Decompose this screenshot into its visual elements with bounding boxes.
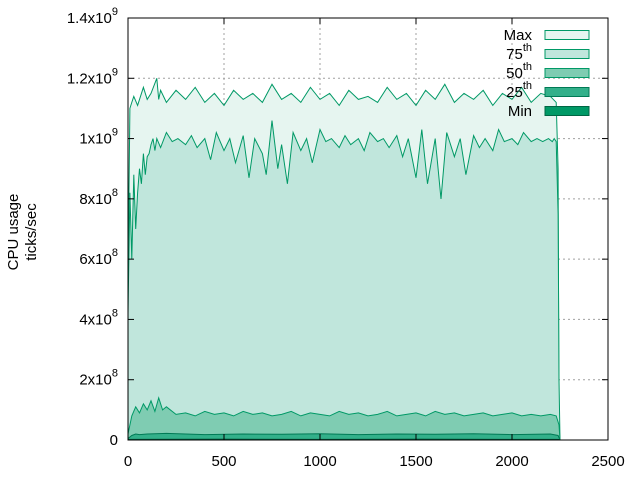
x-tick-label: 500 bbox=[211, 453, 236, 470]
legend-label: Min bbox=[508, 103, 532, 120]
line-25 bbox=[127, 432, 561, 441]
legend-swatch bbox=[544, 68, 590, 78]
y-label-line: CPU usage bbox=[5, 194, 22, 271]
y-tick-label: 4x108 bbox=[79, 307, 118, 328]
y-label-line: ticks/sec bbox=[23, 203, 40, 261]
y-tick-label: 0 bbox=[110, 432, 118, 449]
x-axis: 0 500 1000 1500 2000 2500 bbox=[124, 18, 625, 470]
series-areas bbox=[127, 78, 561, 441]
legend-swatch bbox=[544, 30, 590, 40]
x-tick-label: 2000 bbox=[495, 453, 528, 470]
y-tick-label: 1x109 bbox=[79, 127, 118, 148]
legend-label: 75th bbox=[506, 42, 532, 63]
y-tick-label: 1.4x109 bbox=[67, 6, 118, 27]
area-75 bbox=[128, 120, 560, 440]
x-tick-label: 0 bbox=[124, 453, 132, 470]
x-tick-label: 1000 bbox=[303, 453, 336, 470]
line-50 bbox=[127, 396, 561, 441]
y-axis-label: CPU usage ticks/sec bbox=[5, 194, 40, 271]
line-max bbox=[127, 78, 561, 441]
legend-label: Max bbox=[504, 27, 533, 44]
y-tick-label: 2x108 bbox=[79, 368, 118, 389]
plot-frame bbox=[127, 17, 609, 441]
y-tick-label: 8x108 bbox=[79, 187, 118, 208]
y-tick-label: 1.2x109 bbox=[67, 66, 118, 87]
x-tick-label: 1500 bbox=[399, 453, 432, 470]
area-50 bbox=[128, 397, 560, 440]
y-axis: 0 2x108 4x108 6x108 8x108 1x109 1.2x109 1.4x109 bbox=[67, 6, 608, 449]
legend-swatch bbox=[544, 87, 590, 97]
line-75 bbox=[127, 120, 561, 441]
x-tick-label: 2500 bbox=[591, 453, 624, 470]
legend-label: 50th bbox=[506, 61, 532, 82]
legend-label: 25th bbox=[506, 80, 532, 101]
area-25 bbox=[128, 433, 560, 440]
legend-swatch bbox=[544, 106, 590, 116]
y-tick-label: 6x108 bbox=[79, 247, 118, 268]
legend-swatch bbox=[544, 49, 590, 59]
